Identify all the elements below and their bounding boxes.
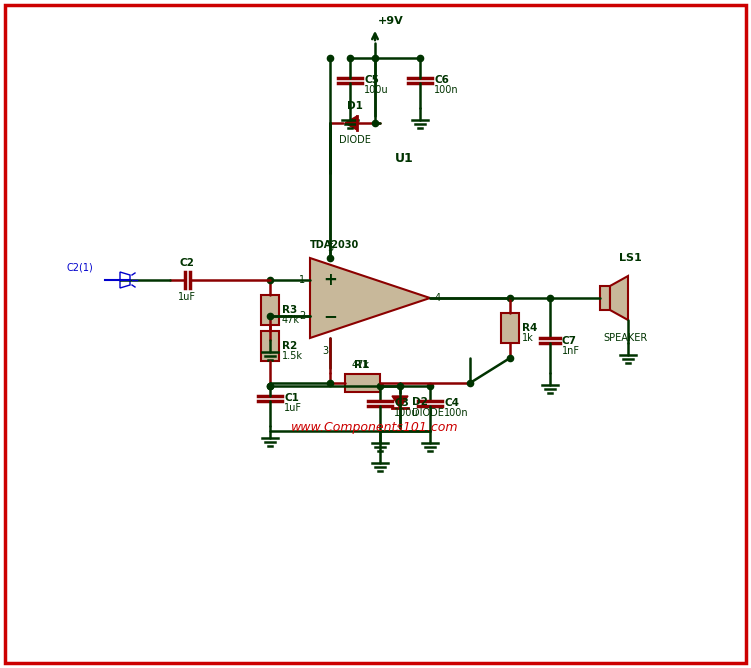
Text: TDA2030: TDA2030 <box>310 240 359 250</box>
Text: 100n: 100n <box>434 85 459 95</box>
Text: C2(1): C2(1) <box>67 262 93 272</box>
Text: C7: C7 <box>562 336 577 346</box>
Text: DIODE: DIODE <box>339 135 371 145</box>
Text: R1: R1 <box>354 360 369 370</box>
Bar <box>345 374 380 392</box>
Text: LS1: LS1 <box>619 253 641 263</box>
Bar <box>600 286 610 310</box>
Text: R2: R2 <box>282 341 297 351</box>
Text: D1: D1 <box>347 101 363 111</box>
Text: 47k: 47k <box>282 315 300 325</box>
Text: 1nF: 1nF <box>562 346 580 356</box>
Text: +9V: +9V <box>378 16 404 26</box>
Text: 100u: 100u <box>394 408 418 418</box>
Polygon shape <box>392 396 408 408</box>
Polygon shape <box>610 276 628 320</box>
Polygon shape <box>310 258 430 338</box>
Text: 5: 5 <box>327 243 333 253</box>
Text: C5: C5 <box>364 75 379 85</box>
Text: 4: 4 <box>435 293 441 303</box>
Text: C6: C6 <box>434 75 449 85</box>
Text: +: + <box>323 271 337 289</box>
Text: 47k: 47k <box>352 360 370 370</box>
Text: 1: 1 <box>299 275 305 285</box>
Text: C4: C4 <box>444 398 459 408</box>
Text: R3: R3 <box>282 305 297 315</box>
Polygon shape <box>345 116 357 130</box>
Text: C1: C1 <box>284 393 299 403</box>
Text: 1.5k: 1.5k <box>282 351 303 361</box>
Bar <box>261 331 279 361</box>
Text: U1: U1 <box>395 152 414 164</box>
Text: 2: 2 <box>299 311 305 321</box>
Text: D2: D2 <box>412 397 428 407</box>
Text: 3: 3 <box>322 346 328 356</box>
Bar <box>261 295 279 325</box>
Text: −: − <box>323 307 337 325</box>
Text: R4: R4 <box>522 323 538 333</box>
Text: 100u: 100u <box>364 85 388 95</box>
Text: 1uF: 1uF <box>284 403 302 413</box>
Bar <box>501 313 519 343</box>
Text: 1uF: 1uF <box>178 292 196 302</box>
Text: C3: C3 <box>394 398 409 408</box>
Text: 100n: 100n <box>444 408 469 418</box>
Text: 1k: 1k <box>522 333 534 343</box>
Text: DIODE: DIODE <box>412 408 444 418</box>
Text: C2: C2 <box>179 258 195 268</box>
Text: www.Components101.com: www.Components101.com <box>291 422 459 434</box>
Text: SPEAKER: SPEAKER <box>603 333 647 343</box>
